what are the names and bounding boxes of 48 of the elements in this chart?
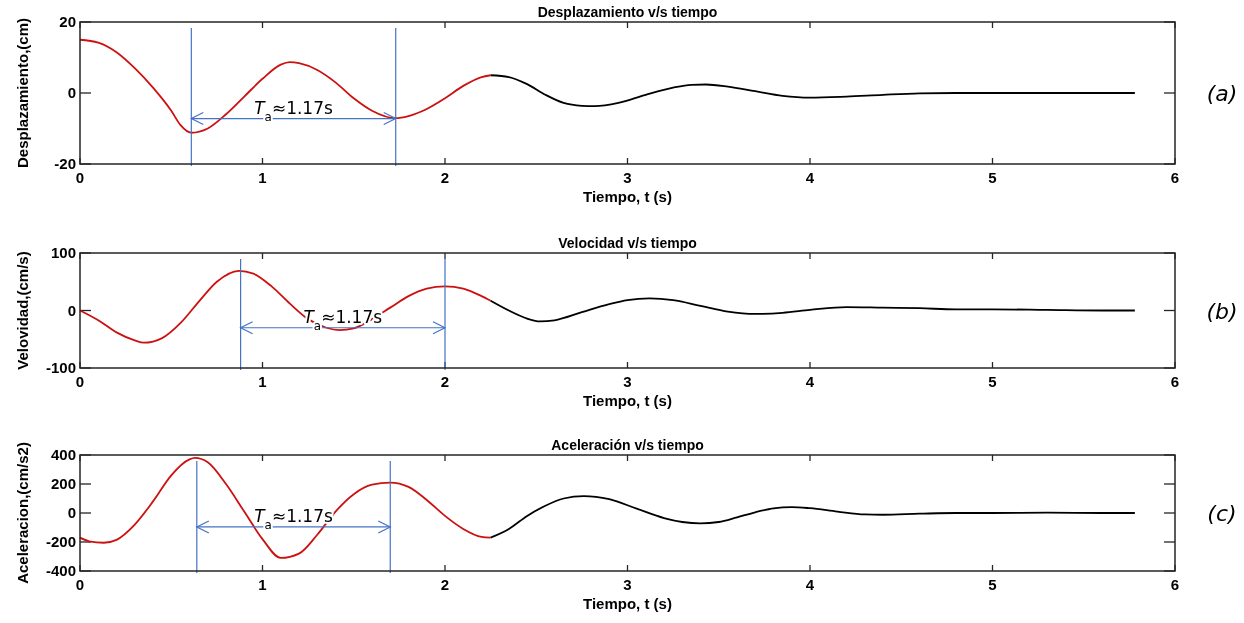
x-tick-label: 1	[258, 169, 267, 186]
line-series	[489, 297, 1136, 323]
y-tick-label: -20	[54, 155, 76, 172]
line-series	[79, 38, 492, 134]
text: (a)	[1206, 81, 1238, 106]
chart-title: Aceleración v/s tiempo	[551, 437, 704, 453]
y-axis-title: Desplazamiento,(cm)	[14, 17, 31, 169]
x-tick-label: 2	[440, 169, 450, 186]
y-tick-label: 100	[50, 244, 76, 261]
chart-title: Velocidad v/s tiempo	[558, 235, 697, 251]
x-tick-label: 1	[258, 576, 267, 593]
x-tick-label: 1	[258, 373, 267, 390]
y-tick-label: 200	[50, 475, 76, 492]
annotation: T$_{a}$≈1.17s	[254, 505, 333, 532]
x-tick-label: 6	[1170, 169, 1180, 186]
x-tick-label: 5	[988, 576, 997, 593]
x-tick-label: 4	[805, 576, 815, 593]
y-tick-label: 0	[67, 504, 76, 521]
y-tick-label: -200	[45, 533, 76, 550]
y-axis-title: Aceleracion,(cm/s2)	[14, 442, 31, 584]
line-series	[489, 495, 1136, 539]
x-tick-label: 6	[1170, 373, 1180, 390]
x-tick-label: 2	[440, 373, 450, 390]
line-series	[489, 74, 1136, 108]
line-series	[79, 457, 492, 559]
x-tick-label: 2	[440, 576, 450, 593]
x-tick-label: 4	[805, 169, 815, 186]
x-axis-title: Tiempo, t (s)	[583, 392, 672, 409]
chart-title: Desplazamiento v/s tiempo	[537, 4, 718, 20]
x-tick-label: 3	[623, 576, 632, 593]
x-tick-label: 5	[988, 373, 997, 390]
line-series	[79, 269, 492, 344]
x-tick-label: 6	[1170, 576, 1180, 593]
y-tick-label: 400	[50, 446, 76, 463]
x-axis-title: Tiempo, t (s)	[583, 595, 672, 612]
y-tick-label: -100	[45, 359, 76, 376]
y-tick-label: -400	[45, 562, 76, 579]
y-tick-label: 0	[67, 84, 76, 101]
text: (c)	[1207, 501, 1237, 526]
x-axis-title: Tiempo, t (s)	[583, 188, 672, 205]
x-tick-label: 5	[988, 169, 997, 186]
x-tick-label: 4	[805, 373, 815, 390]
y-tick-label: 20	[59, 13, 76, 30]
y-tick-label: 0	[67, 301, 76, 319]
x-tick-label: 3	[623, 169, 632, 186]
y-axis-title: Velovidad,(cm/s)	[14, 251, 31, 370]
text: (b)	[1206, 298, 1238, 324]
x-tick-label: 3	[623, 373, 632, 390]
